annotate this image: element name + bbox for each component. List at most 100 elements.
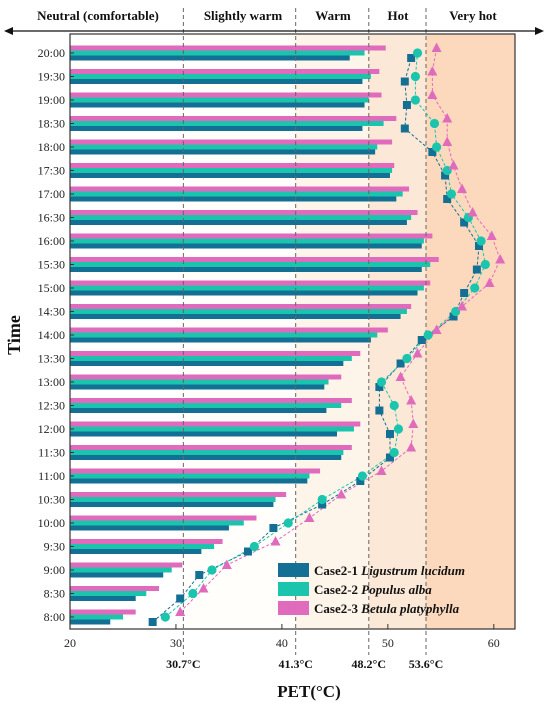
- bar: [70, 586, 159, 591]
- bar: [70, 139, 393, 145]
- y-tick-label: 13:30: [38, 352, 65, 366]
- data-point-circle: [207, 565, 217, 575]
- data-point-square: [375, 406, 384, 415]
- bar: [70, 50, 365, 56]
- plot-frame: [69, 33, 516, 630]
- bar: [70, 74, 371, 79]
- bar: [70, 567, 172, 573]
- bar: [70, 421, 361, 427]
- y-tick-label: 8:00: [44, 610, 65, 624]
- data-point-circle: [357, 471, 368, 481]
- y-tick-label: 20:00: [38, 46, 65, 60]
- data-point-triangle: [198, 583, 209, 593]
- bar: [70, 374, 342, 380]
- bar: [70, 309, 407, 314]
- bar: [70, 445, 352, 450]
- threshold-label: 30.7°C: [166, 657, 200, 671]
- data-point-circle: [389, 447, 399, 458]
- data-point-square: [385, 430, 394, 438]
- y-tick-label: 16:00: [38, 234, 65, 248]
- bar: [70, 408, 327, 413]
- data-point-circle: [249, 541, 259, 552]
- bar: [70, 473, 310, 479]
- data-point-circle: [412, 48, 423, 58]
- data-point-circle: [476, 236, 486, 246]
- y-tick-label: 9:30: [44, 540, 65, 554]
- bar: [70, 116, 397, 121]
- legend: Case2-1 Ligustrum lucidum Case2-2 Populus…: [278, 563, 465, 616]
- data-point-square: [417, 336, 426, 344]
- data-point-square: [244, 547, 252, 556]
- bar: [70, 238, 424, 244]
- bar: [70, 332, 378, 338]
- bar: [70, 55, 350, 61]
- bar: [70, 614, 123, 620]
- bar: [70, 69, 380, 74]
- bar: [70, 520, 244, 526]
- legend-species-name: Populus alba: [361, 582, 432, 597]
- x-tick-label: 40: [276, 636, 288, 650]
- bar: [70, 285, 424, 291]
- y-tick-label: 15:00: [38, 281, 65, 295]
- bar: [70, 515, 257, 521]
- legend-species-name: Betula platyphylla: [360, 601, 459, 616]
- zone-bg: [426, 34, 515, 629]
- bar: [70, 525, 229, 531]
- legend-series-name: Case2-2: [314, 582, 361, 597]
- y-tick-label: 11:30: [38, 446, 65, 460]
- bar: [70, 233, 433, 239]
- legend-swatch: [278, 582, 309, 596]
- data-point-circle: [188, 588, 198, 599]
- bar: [70, 304, 412, 309]
- bar: [70, 450, 344, 455]
- bar: [70, 220, 407, 225]
- bar: [70, 361, 344, 366]
- bar: [70, 196, 397, 202]
- bar: [70, 121, 384, 126]
- data-point-triangle: [406, 395, 417, 405]
- bar: [70, 562, 183, 568]
- bar: [70, 544, 215, 549]
- data-point-square: [472, 265, 481, 274]
- bar: [70, 262, 431, 267]
- bar: [70, 596, 136, 601]
- data-point-square: [449, 312, 458, 321]
- data-point-triangle: [467, 207, 478, 217]
- y-tick-label: 16:30: [38, 211, 65, 225]
- y-tick-label: 13:00: [38, 375, 65, 389]
- bar: [70, 431, 337, 437]
- legend-swatch: [278, 563, 309, 577]
- y-tick-label: 19:30: [38, 70, 65, 84]
- data-point-triangle: [431, 324, 442, 334]
- legend-entry: Case2-2 Populus alba: [314, 582, 432, 597]
- bar: [70, 168, 393, 173]
- data-point-triangle: [408, 418, 419, 428]
- data-point-triangle: [486, 230, 497, 240]
- zone-label: Hot: [388, 8, 410, 23]
- data-point-triangle: [336, 489, 347, 499]
- legend-series-name: Case2-3: [314, 601, 361, 616]
- x-tick-label: 30: [170, 636, 182, 650]
- bar: [70, 398, 352, 403]
- bar: [70, 379, 329, 385]
- data-point-triangle: [427, 89, 438, 99]
- data-point-triangle: [457, 301, 468, 311]
- data-point-square: [176, 594, 185, 603]
- data-point-triangle: [427, 66, 438, 76]
- bar: [70, 257, 439, 262]
- bar: [70, 468, 321, 474]
- bar: [70, 45, 386, 51]
- bar: [70, 384, 325, 390]
- bar: [70, 403, 342, 408]
- bar: [70, 497, 276, 502]
- data-point-square: [428, 148, 437, 156]
- data-point-square: [460, 218, 469, 227]
- y-tick-label: 10:00: [38, 516, 65, 530]
- data-point-square: [400, 124, 409, 133]
- bar: [70, 455, 342, 460]
- bar: [70, 267, 422, 272]
- bar: [70, 327, 388, 333]
- bar: [70, 92, 382, 98]
- x-tick-label: 50: [382, 636, 394, 650]
